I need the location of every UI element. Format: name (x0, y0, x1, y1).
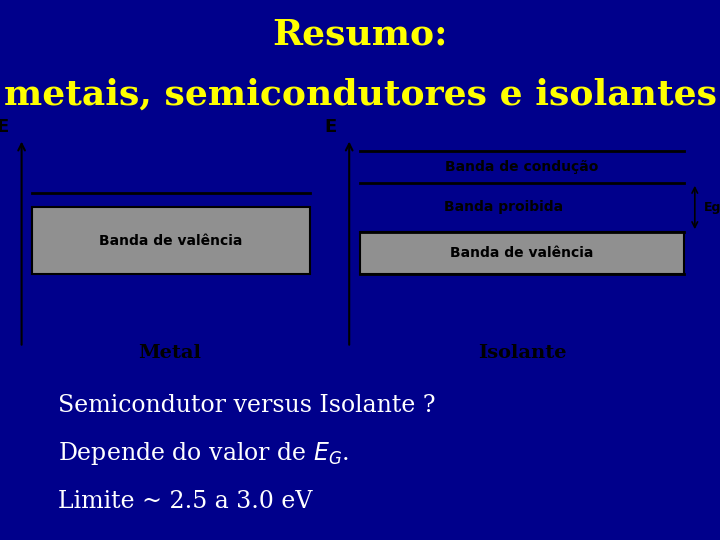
Text: E: E (0, 118, 9, 136)
Text: E: E (324, 118, 336, 136)
Text: Resumo:: Resumo: (272, 17, 448, 51)
Text: Banda de condução: Banda de condução (445, 160, 599, 174)
Text: Metal: Metal (138, 345, 201, 362)
Text: metais, semicondutores e isolantes: metais, semicondutores e isolantes (4, 78, 716, 112)
Text: Isolante: Isolante (478, 345, 566, 362)
Text: Depende do valor de $E_G$.: Depende do valor de $E_G$. (58, 440, 348, 467)
Bar (360, 232, 684, 274)
Text: Banda proibida: Banda proibida (444, 200, 564, 214)
Text: Eg: Eg (703, 201, 720, 214)
Text: Banda de valência: Banda de valência (450, 246, 594, 260)
Text: Limite ~ 2.5 a 3.0 eV: Limite ~ 2.5 a 3.0 eV (58, 490, 312, 514)
Text: Banda de valência: Banda de valência (99, 234, 243, 248)
Bar (32, 207, 310, 274)
Text: Semicondutor versus Isolante ?: Semicondutor versus Isolante ? (58, 394, 435, 417)
